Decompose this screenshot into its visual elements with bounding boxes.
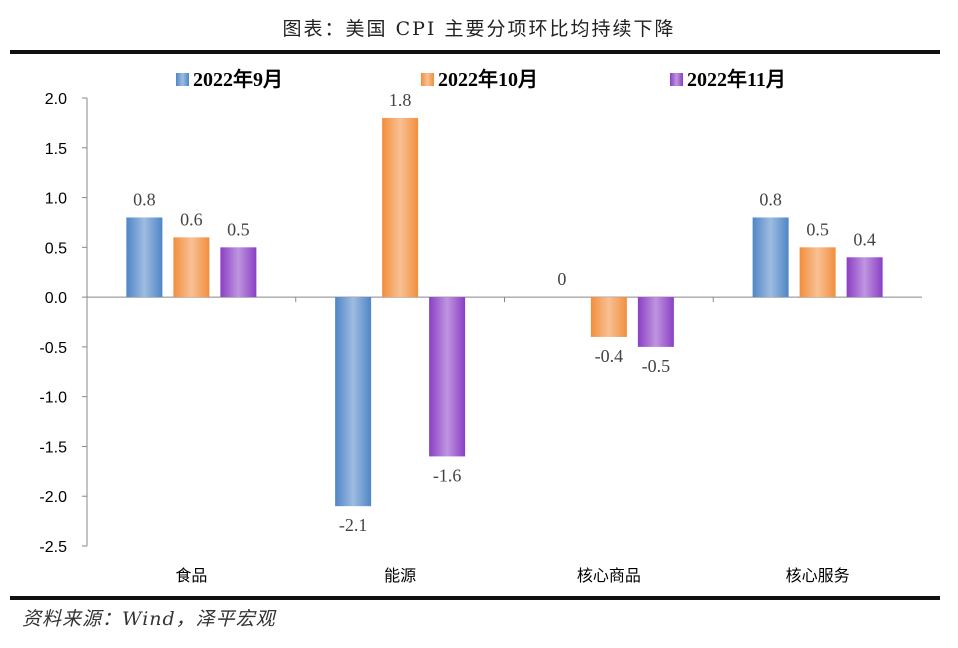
y-tick-label: 1.5 [45,141,67,158]
x-axis: 食品 能源 核心商品 核心服务 [87,296,922,585]
data-label: 0.5 [806,219,829,239]
data-label: -0.5 [642,356,671,376]
category-label: 核心服务 [786,566,850,585]
bar [173,237,210,298]
y-tick-label: -2.0 [39,489,67,506]
chart-title: 图表：美国 CPI 主要分项环比均持续下降 [282,18,676,40]
legend-label: 2022年10月 [438,67,538,91]
bar [126,217,163,298]
legend: 2022年9月 2022年10月 2022年11月 [176,67,786,91]
y-tick-label: -2.5 [39,539,67,556]
bar [590,297,627,337]
bottom-rule [10,596,940,600]
y-tick-label: 0.0 [45,290,67,307]
y-tick-label: -1.5 [39,439,67,456]
data-label: -2.1 [339,515,368,535]
data-label: 0.4 [853,229,876,249]
data-label: -0.4 [595,346,624,366]
y-tick-label: -0.5 [39,340,67,357]
legend-swatch [670,73,683,86]
bar [382,117,419,298]
bar [846,257,883,298]
y-axis: 2.0 1.5 1.0 0.5 0.0 -0.5 -1.0 -1.5 -2.0 -2.5 [39,91,88,556]
category-label: 核心商品 [577,566,641,585]
data-label: 0.5 [227,219,250,239]
bar [220,247,257,298]
data-label: 1.8 [389,90,412,110]
category-label: 能源 [384,566,416,585]
data-label: 0.8 [759,189,782,209]
y-tick-label: 2.0 [45,91,67,108]
bars [126,117,883,507]
data-label: -1.6 [433,465,462,485]
bar [799,247,836,298]
data-label: 0.6 [180,209,203,229]
top-rule [10,50,940,54]
bar-chart: 2022年9月 2022年10月 2022年11月 2.0 1.5 1.0 0.5 0.0 -… [39,67,922,585]
y-tick-label: 1.0 [45,191,67,208]
bar [637,297,674,347]
category-label: 食品 [175,566,207,585]
data-label: 0.8 [133,189,156,209]
source-note: 资料来源：Wind，泽平宏观 [22,608,276,630]
data-label: 0 [557,269,566,289]
bar [752,217,789,298]
legend-swatch [421,73,434,86]
bar [335,297,372,507]
legend-label: 2022年11月 [687,67,786,91]
legend-label: 2022年9月 [193,67,283,91]
y-tick-label: 0.5 [45,240,67,257]
y-tick-label: -1.0 [39,390,67,407]
bar [429,297,466,457]
value-labels: 0.8 0.6 0.5 -2.1 1.8 -1.6 0 -0.4 -0.5 0.8 0.5 0.4 [133,90,876,535]
legend-swatch [176,73,189,86]
